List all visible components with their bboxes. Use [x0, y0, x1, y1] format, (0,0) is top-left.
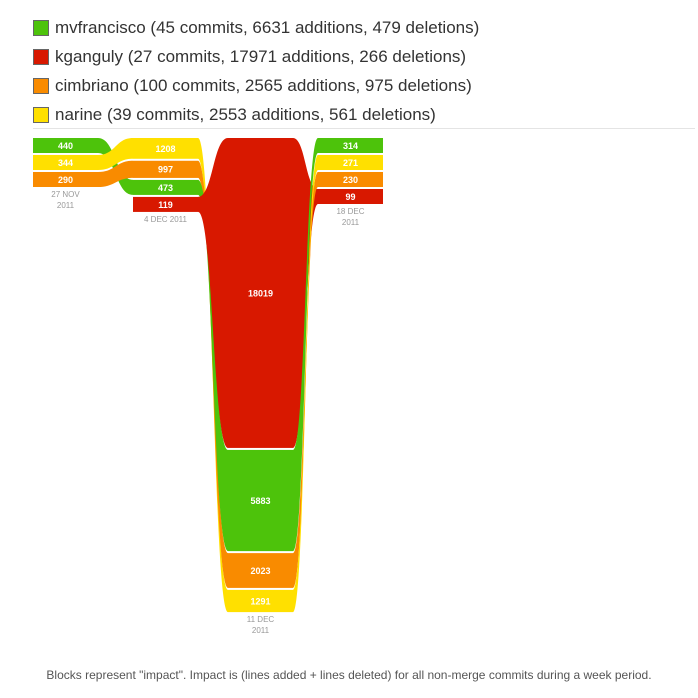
block-value-label: 18019: [248, 288, 273, 298]
block-value-label: 5883: [250, 496, 270, 506]
week-tick-label: 18 DEC: [336, 207, 364, 216]
block-value-label: 440: [58, 141, 73, 151]
flow-narine: [293, 155, 318, 613]
block-cimbriano[interactable]: [228, 553, 293, 588]
flow-cimbriano: [198, 160, 228, 588]
block-value-label: 99: [345, 192, 355, 202]
block-value-label: 1208: [155, 144, 175, 154]
flow-mvfrancisco: [198, 179, 228, 552]
legend-item-mvfrancisco[interactable]: mvfrancisco (45 commits, 6631 additions,…: [33, 13, 479, 42]
block-mvfrancisco[interactable]: [318, 138, 383, 153]
legend-label: narine (39 commits, 2553 additions, 561 …: [55, 104, 436, 124]
legend-swatch: [33, 77, 49, 94]
block-value-label: 997: [158, 165, 173, 175]
block-value-label: 344: [58, 158, 73, 168]
week-tick-label: 2011: [252, 626, 270, 635]
block-mvfrancisco[interactable]: [133, 179, 198, 195]
block-mvfrancisco[interactable]: [33, 138, 98, 153]
legend-item-cimbriano[interactable]: cimbriano (100 commits, 2565 additions, …: [33, 71, 479, 100]
block-cimbriano[interactable]: [133, 160, 198, 178]
legend-swatch: [33, 19, 49, 36]
week-tick-label: 2011: [342, 218, 360, 227]
week-tick-label: 2011: [57, 201, 75, 210]
impact-chart-area: [33, 128, 695, 649]
legend-item-narine[interactable]: narine (39 commits, 2553 additions, 561 …: [33, 100, 479, 129]
block-value-label: 473: [158, 183, 173, 193]
block-value-label: 314: [343, 141, 358, 151]
week-tick-label: 4 DEC 2011: [144, 215, 188, 224]
block-value-label: 271: [343, 158, 358, 168]
block-mvfrancisco[interactable]: [228, 449, 293, 552]
flow-mvfrancisco: [293, 138, 318, 552]
block-narine[interactable]: [133, 138, 198, 159]
block-kganguly[interactable]: [318, 189, 383, 204]
impact-chart: 440 344 290 1208 997 473 119 18019 5883 2023 1291 3…: [33, 138, 383, 635]
block-cimbriano[interactable]: [33, 172, 98, 187]
legend-label: kganguly (27 commits, 17971 additions, 2…: [55, 46, 467, 66]
block-kganguly[interactable]: [133, 196, 198, 212]
block-kganguly[interactable]: [228, 138, 293, 448]
legend-label: mvfrancisco (45 commits, 6631 additions,…: [55, 17, 480, 37]
week-tick-label: 11 DEC: [247, 615, 275, 624]
block-value-label: 230: [343, 175, 358, 185]
flow-narine: [98, 138, 133, 170]
block-value-label: 1291: [250, 596, 270, 606]
legend-item-kganguly[interactable]: kganguly (27 commits, 17971 additions, 2…: [33, 42, 479, 71]
legend: mvfrancisco (45 commits, 6631 additions,…: [33, 13, 479, 129]
chart-caption: Blocks represent "impact". Impact is (li…: [46, 668, 652, 682]
flow-kganguly: [198, 138, 228, 448]
block-value-label: 2023: [250, 566, 270, 576]
legend-swatch: [33, 106, 49, 123]
block-value-label: 119: [158, 200, 173, 210]
block-layer: 440 344 290 1208 997 473 119 18019 5883 2023 1291 3…: [33, 138, 383, 613]
legend-label: cimbriano (100 commits, 2565 additions, …: [55, 75, 472, 95]
block-cimbriano[interactable]: [318, 172, 383, 187]
block-narine[interactable]: [318, 155, 383, 170]
block-narine[interactable]: [228, 589, 293, 613]
week-tick-label: 27 NOV: [51, 190, 80, 199]
flow-layer: [98, 138, 318, 613]
legend-swatch: [33, 48, 49, 65]
block-value-label: 290: [58, 175, 73, 185]
block-narine[interactable]: [33, 155, 98, 170]
flow-cimbriano: [98, 160, 133, 187]
